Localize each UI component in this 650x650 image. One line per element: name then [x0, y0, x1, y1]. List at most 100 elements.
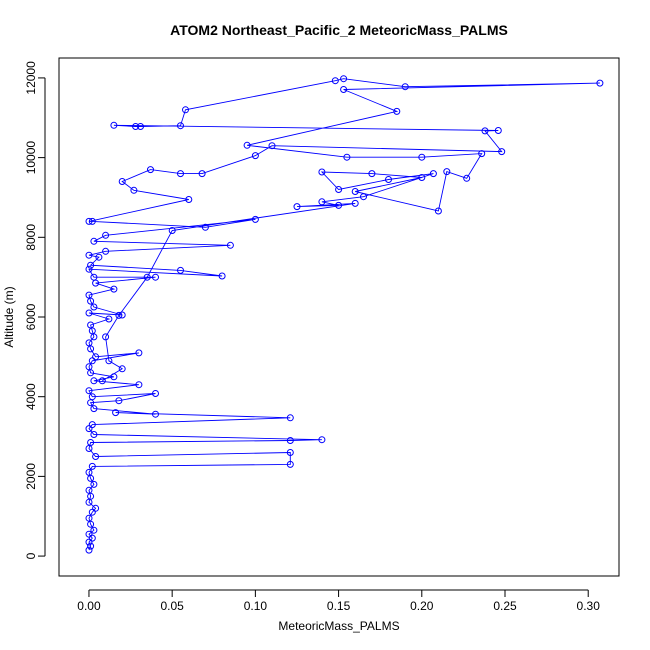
data-point: [351, 199, 359, 207]
data-point: [251, 215, 259, 223]
data-point: [137, 123, 144, 130]
data-point: [85, 265, 93, 273]
data-point: [429, 170, 437, 178]
data-point: [182, 106, 189, 114]
data-point: [463, 174, 471, 182]
data-point: [98, 377, 106, 385]
data-point: [481, 127, 489, 135]
data-point: [251, 152, 259, 160]
data-point: [143, 273, 151, 281]
data-point: [177, 266, 184, 274]
x-tick-label: 0.25: [493, 599, 517, 613]
data-point: [268, 142, 276, 150]
chart-title: ATOM2 Northeast_Pacific_2 MeteoricMass_P…: [170, 22, 508, 38]
data-point: [92, 504, 100, 512]
data-point: [168, 227, 176, 234]
x-tick-label: 0.15: [327, 599, 351, 613]
data-point: [92, 353, 100, 361]
data-point: [418, 174, 426, 181]
y-tick-label: 4000: [24, 383, 38, 410]
x-tick-label: 0.05: [160, 599, 184, 613]
x-axis: 0.00 0.05 0.10 0.15 0.20 0.25 0.30: [77, 589, 601, 613]
data-point: [88, 393, 96, 401]
data-point: [343, 153, 351, 161]
x-tick-label: 0.00: [77, 599, 101, 613]
data-point: [286, 437, 294, 444]
data-point: [85, 514, 93, 522]
data-point: [85, 339, 93, 347]
data-point: [152, 410, 159, 418]
data-point: [105, 357, 113, 365]
data-point: [85, 363, 93, 371]
data-point: [85, 251, 93, 259]
data-point: [335, 186, 343, 193]
y-axis-label: Altitude (m): [2, 286, 16, 347]
data-point: [88, 421, 96, 429]
data-point: [90, 303, 98, 311]
data-point: [293, 203, 301, 211]
data-point: [85, 486, 93, 494]
data-point: [90, 480, 98, 488]
data-point: [85, 530, 93, 538]
data-point: [318, 198, 326, 206]
data-point: [102, 247, 110, 255]
data-point: [90, 237, 98, 245]
data-point: [90, 526, 98, 534]
data-point: [135, 381, 143, 389]
data-point: [286, 449, 294, 456]
data-point: [110, 373, 118, 381]
y-tick-label: 6000: [24, 303, 38, 330]
data-point: [318, 168, 326, 176]
data-point: [95, 253, 103, 261]
data-point: [401, 83, 409, 91]
data-point: [340, 86, 348, 93]
data-point: [102, 231, 110, 239]
data-point: [115, 397, 123, 405]
data-point: [443, 168, 451, 176]
series-line: [88, 78, 600, 551]
data-point: [418, 153, 426, 161]
data-point: [85, 468, 93, 476]
data-point: [152, 273, 159, 281]
data-point: [118, 365, 126, 373]
series-path: [88, 78, 600, 551]
data-point: [132, 123, 140, 130]
plot-frame: [58, 57, 620, 577]
series-points: [85, 75, 604, 554]
data-point: [434, 207, 442, 215]
data-point: [478, 150, 486, 158]
data-point: [286, 414, 294, 422]
y-tick-label: 0: [24, 552, 38, 559]
data-point: [118, 311, 126, 319]
data-point: [90, 273, 98, 281]
data-point: [102, 333, 110, 341]
data-point: [85, 291, 93, 299]
data-point: [85, 546, 93, 554]
data-point: [85, 217, 93, 225]
data-point: [218, 272, 226, 280]
y-tick-label: 12000: [24, 61, 38, 95]
data-point: [87, 321, 95, 329]
data-point: [118, 178, 126, 185]
data-point: [201, 223, 209, 231]
data-point: [110, 285, 118, 293]
data-point: [351, 188, 359, 195]
data-point: [198, 170, 206, 178]
data-point: [152, 390, 159, 397]
data-point: [185, 196, 193, 203]
data-point: [88, 462, 96, 470]
y-axis: 0 2000 4000 6000 8000 10000 12000: [24, 61, 46, 559]
data-point: [90, 405, 98, 413]
x-axis-label: MeteoricMass_PALMS: [278, 619, 399, 633]
x-tick-label: 0.30: [577, 599, 601, 613]
data-point: [90, 431, 98, 438]
data-point: [331, 77, 339, 85]
data-point: [226, 241, 234, 249]
x-tick-label: 0.20: [410, 599, 434, 613]
data-point: [243, 141, 251, 149]
data-point: [87, 439, 95, 446]
data-point: [385, 176, 392, 183]
data-point: [318, 436, 326, 444]
